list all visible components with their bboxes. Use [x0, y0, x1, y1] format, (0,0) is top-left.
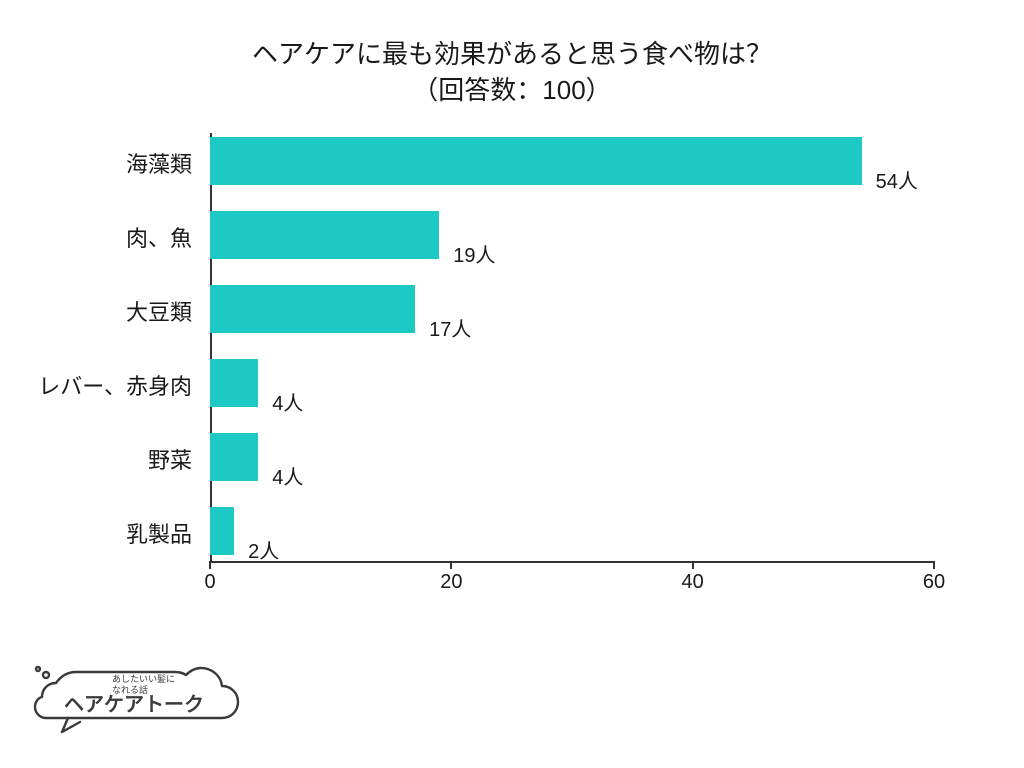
bar — [210, 285, 415, 333]
category-label: 乳製品 — [12, 517, 192, 549]
bar — [210, 211, 439, 259]
bar — [210, 359, 258, 407]
value-label: 2人 — [248, 535, 279, 564]
x-tick-label: 20 — [440, 571, 462, 594]
bar-row — [210, 285, 934, 333]
logo-tagline-1: あしたいい髪に — [112, 673, 175, 684]
bar — [210, 433, 258, 481]
bar — [210, 507, 234, 555]
category-label: 野菜 — [12, 443, 192, 475]
bar-row — [210, 211, 934, 259]
value-label: 4人 — [272, 387, 303, 416]
y-axis — [210, 133, 212, 561]
logo-brand: ヘアケアトーク — [64, 693, 204, 716]
bar-row — [210, 433, 934, 481]
chart-title-line2: （回答数：100） — [412, 75, 611, 105]
category-label: 肉、魚 — [12, 221, 192, 253]
x-tick — [933, 561, 935, 569]
chart-area: 海藻類54人肉、魚19人大豆類17人レバー、赤身肉4人野菜4人乳製品2人0204… — [210, 133, 934, 613]
plot-area: 海藻類54人肉、魚19人大豆類17人レバー、赤身肉4人野菜4人乳製品2人0204… — [210, 133, 934, 561]
x-tick — [209, 561, 211, 569]
x-axis — [210, 561, 934, 563]
x-tick-label: 40 — [682, 571, 704, 594]
bar-row — [210, 507, 934, 555]
x-tick — [450, 561, 452, 569]
value-label: 4人 — [272, 461, 303, 490]
category-label: レバー、赤身肉 — [12, 369, 192, 401]
x-tick-label: 0 — [204, 571, 215, 594]
brand-logo: あしたいい髪に なれる話 ヘアケアトーク — [28, 661, 268, 744]
category-label: 大豆類 — [12, 295, 192, 327]
bar-row — [210, 137, 934, 185]
chart-title-line1: ヘアケアに最も効果があると思う食べ物は？ — [252, 39, 772, 69]
category-label: 海藻類 — [12, 147, 192, 179]
x-tick-label: 60 — [923, 571, 945, 594]
bar — [210, 137, 862, 185]
x-tick — [692, 561, 694, 569]
chart-title: ヘアケアに最も効果があると思う食べ物は？ （回答数：100） — [0, 36, 1024, 109]
value-label: 19人 — [453, 239, 495, 268]
value-label: 54人 — [876, 165, 918, 194]
value-label: 17人 — [429, 313, 471, 342]
bar-row — [210, 359, 934, 407]
